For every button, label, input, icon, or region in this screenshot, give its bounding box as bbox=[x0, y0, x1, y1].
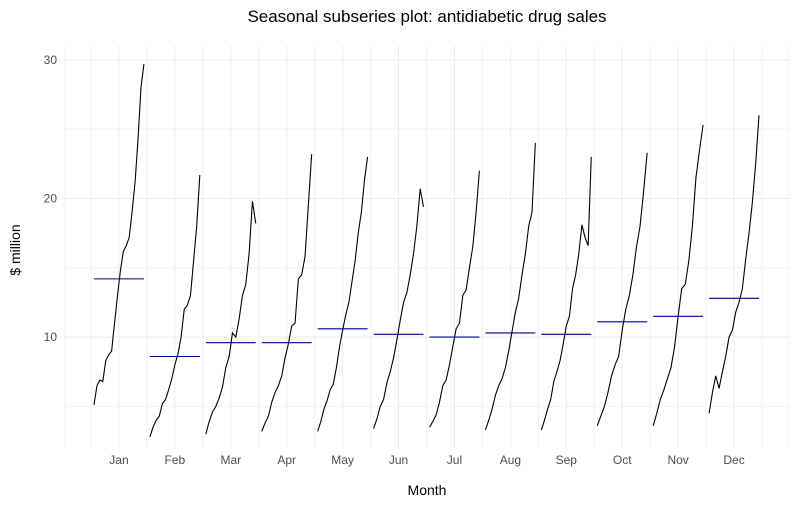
y-tick-label: 20 bbox=[44, 191, 58, 205]
x-tick-label: Jun bbox=[389, 453, 408, 467]
chart-title: Seasonal subseries plot: antidiabetic dr… bbox=[247, 7, 606, 26]
x-tick-label: Aug bbox=[500, 453, 521, 467]
x-tick-label: Jan bbox=[109, 453, 128, 467]
y-tick-label: 30 bbox=[44, 53, 58, 67]
y-tick-labels: 10 20 30 bbox=[44, 53, 58, 344]
subseries-line-may bbox=[317, 156, 369, 432]
subseries-line-sep bbox=[540, 156, 592, 431]
subseries-line-jun bbox=[373, 188, 425, 429]
subseries-line-oct bbox=[596, 152, 648, 427]
x-tick-label: May bbox=[331, 453, 354, 467]
x-tick-label: Mar bbox=[220, 453, 241, 467]
x-tick-label: Apr bbox=[277, 453, 296, 467]
subseries-line-feb bbox=[149, 174, 201, 438]
subseries-line-dec bbox=[708, 115, 760, 414]
mean-lines bbox=[94, 278, 759, 358]
subseries-line-aug bbox=[484, 143, 536, 431]
subseries-line-mar bbox=[205, 201, 257, 435]
x-tick-label: Dec bbox=[723, 453, 744, 467]
x-tick-label: Nov bbox=[667, 453, 688, 467]
x-axis-title: Month bbox=[408, 482, 447, 498]
subseries-line-apr bbox=[261, 154, 313, 432]
y-axis-title: $ million bbox=[7, 224, 23, 275]
x-tick-label: Sep bbox=[556, 453, 578, 467]
x-tick-labels: Jan Feb Mar Apr May Jun Jul Aug Sep Oct Nov Dec bbox=[109, 453, 744, 467]
x-tick-label: Feb bbox=[165, 453, 186, 467]
subseries-lines bbox=[93, 63, 760, 438]
y-tick-label: 10 bbox=[44, 330, 58, 344]
subseries-line-jan bbox=[93, 63, 145, 406]
subseries-line-jul bbox=[429, 170, 480, 428]
grid bbox=[63, 46, 790, 448]
x-tick-label: Jul bbox=[447, 453, 462, 467]
x-tick-label: Oct bbox=[613, 453, 632, 467]
